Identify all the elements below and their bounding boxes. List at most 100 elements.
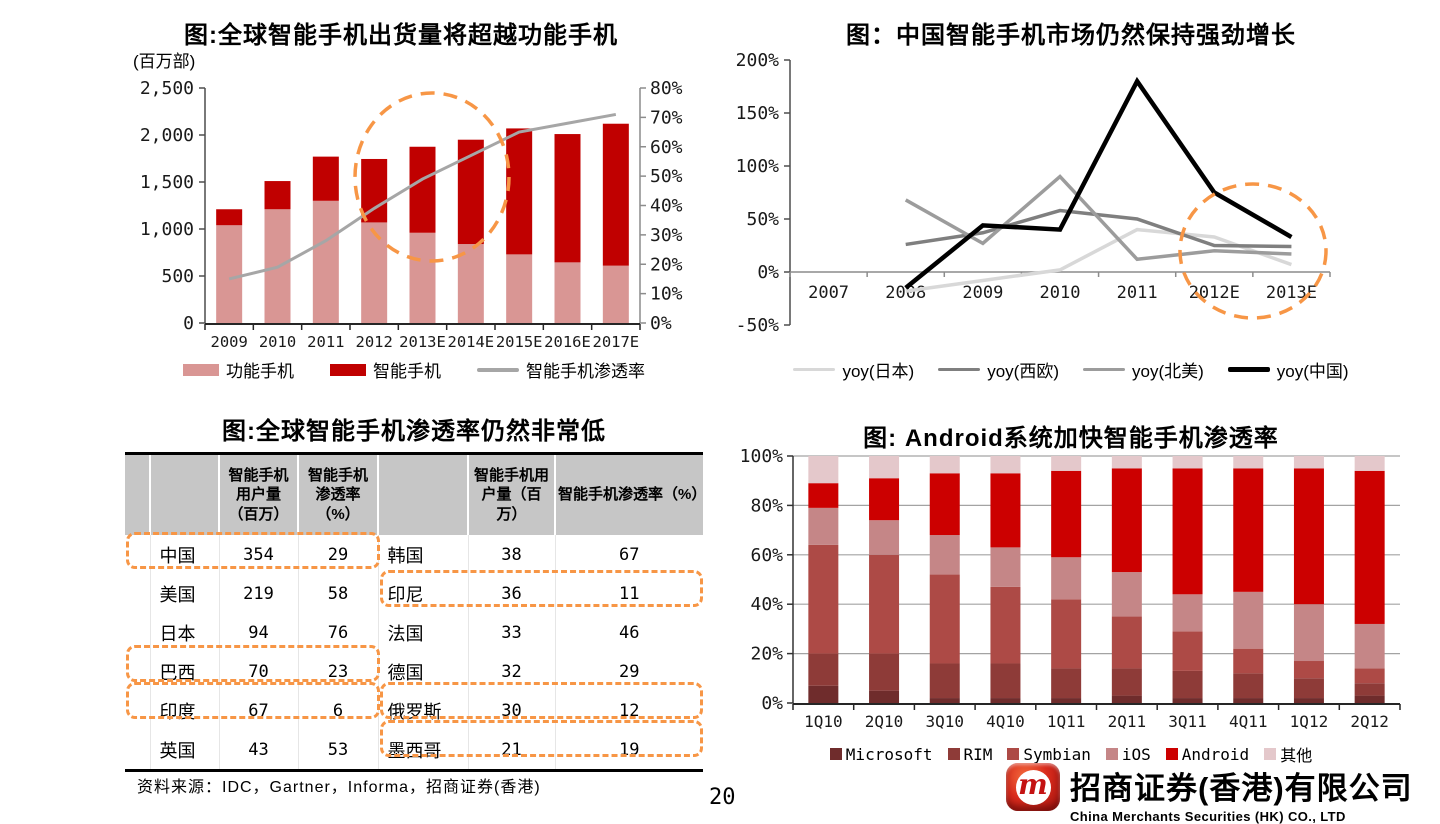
right-axis-label: 10% (650, 284, 683, 305)
bar-segment-microsoft (1233, 698, 1264, 703)
bar-segment-ios (990, 547, 1021, 587)
source-note: 资料来源：IDC，Gartner，Informa，招商证券(香港) (137, 779, 541, 796)
bar-segment- (808, 456, 839, 484)
bar-segment-android (1111, 468, 1142, 573)
axes-group: 200%150%100%50%0%-50%2007 2008 2009 2010 201… (736, 50, 1331, 336)
table-cell: 33 (467, 613, 555, 652)
x-axis-label: 2017E (592, 333, 639, 351)
bar-segment-microsoft (869, 690, 900, 703)
chart-legend: 功能手机 智能手机 智能手机渗透率 (125, 357, 703, 382)
left-axis-label: 1,500 (140, 172, 194, 193)
legend-item: Microsoft (829, 745, 933, 764)
bar-feature-phone (554, 262, 581, 323)
legend-label: yoy(西欧) (987, 362, 1059, 381)
bar-feature-phone (361, 222, 388, 323)
axes-group: 2,500 2,000 1,500 1,000 500 0 80% 70% 60% 50% 40% 3… (140, 78, 683, 351)
bar-smartphone (602, 123, 629, 266)
bar-segment- (1172, 456, 1203, 469)
x-axis-label: 3Q10 (925, 712, 964, 731)
table-cell: 俄罗斯 (377, 691, 468, 730)
table-cell: 36 (467, 574, 555, 613)
table-cell (125, 613, 150, 652)
bar-segment-symbian (808, 544, 839, 654)
cms-logo-badge-icon: m (1006, 763, 1060, 811)
bar-segment-microsoft (1172, 698, 1203, 703)
x-axis-label: 2016E (544, 333, 591, 351)
right-axis-label: 50% (650, 166, 683, 187)
chart-global-shipments: 图:全球智能手机出货量将超越功能手机 (百万部) 2,500 2,000 1,500… (125, 5, 703, 401)
legend-swatch-line (793, 367, 836, 372)
table-cell: 30 (467, 691, 555, 730)
table-cell: 印尼 (377, 574, 468, 613)
bar-segment-microsoft (929, 698, 960, 703)
bar-segment-rim (990, 663, 1021, 699)
bar-segment-ios (808, 507, 839, 545)
bar-segment-rim (929, 663, 960, 699)
table-cell: 46 (554, 613, 703, 652)
x-axis-label: 2015E (496, 333, 543, 351)
y-axis-label: 80% (750, 495, 783, 516)
y-axis-label: 60% (750, 545, 783, 566)
table-cell (125, 730, 150, 771)
bar-feature-phone (602, 265, 629, 323)
bar-feature-phone (506, 254, 533, 323)
x-axis-label: 1Q10 (804, 712, 843, 731)
y-axis-label: 200% (736, 50, 780, 71)
bar-segment-symbian (1172, 631, 1203, 671)
bar-segment-android (1051, 470, 1082, 558)
legend-item: 其他 (1264, 742, 1312, 766)
table-cell: 英国 (149, 730, 219, 771)
bar-segment- (869, 456, 900, 479)
bar-segment-symbian (1233, 648, 1264, 674)
x-axis-label: 2009 (962, 283, 1003, 303)
legend-swatch-line (938, 367, 981, 372)
highlight-circle (1178, 182, 1328, 320)
right-axis-label: 60% (650, 137, 683, 158)
table-cell: 墨西哥 (377, 730, 468, 771)
bar-smartphone (506, 128, 533, 255)
legend-swatch-sq (1165, 748, 1178, 760)
legend-item: 智能手机 (330, 357, 441, 382)
chart-legend: Microsoft RIM Symbian iOS Android 其他 (715, 742, 1427, 766)
table-global-penetration: 图:全球智能手机渗透率仍然非常低 智能手机用户量（百万） 智能手机渗透率（%） 智能… (125, 403, 706, 772)
chart-plot: 200%150%100%50%0%-50%2007 2008 2009 2010 201… (736, 50, 1331, 336)
cms-logo: m 招商证券(香港)有限公司 China Merchants Securitie… (1006, 763, 1413, 824)
bar-segment-microsoft (1354, 695, 1385, 703)
bar-segment-android (1172, 468, 1203, 595)
bar-feature-phone (216, 225, 243, 323)
legend-item: Android (1165, 745, 1249, 764)
legend-item: iOS (1105, 745, 1151, 764)
table-cell: 11 (554, 574, 703, 613)
legend-label: 其他 (1280, 746, 1313, 765)
bar-smartphone (312, 156, 339, 201)
table-cell: 巴西 (149, 652, 219, 691)
bar-segment-symbian (1111, 616, 1142, 669)
bar-segment-ios (1111, 572, 1142, 617)
chart-plot: 2,500 2,000 1,500 1,000 500 0 80% 70% 60% 50% 40% 3… (140, 78, 683, 351)
table-cell: 76 (297, 613, 378, 652)
y-axis-label: 50% (746, 209, 779, 230)
x-axis-label: 2012 (356, 333, 393, 351)
bar-segment- (1051, 456, 1082, 471)
bar-segment-rim (1111, 668, 1142, 696)
bar-segment-microsoft (1293, 698, 1324, 703)
bar-segment-symbian (1051, 599, 1082, 669)
legend-item: yoy(西欧) (938, 357, 1059, 382)
table-header-row: 智能手机用户量（百万） 智能手机渗透率（%） 智能手机用户量（百万） 智能手机渗透率（… (125, 453, 706, 535)
x-axis-label: 2007 (808, 283, 849, 303)
bar-segment-android (869, 478, 900, 521)
legend-swatch-sq (947, 748, 960, 760)
bar-segment-android (1354, 470, 1385, 624)
left-axis-label: 2,500 (140, 78, 194, 99)
chart-android-share: 图: Android系统加快智能手机渗透率 100% 80% 60% 40% 20% 0%… (715, 408, 1427, 780)
x-axis-label: 2011 (1117, 283, 1158, 303)
bar-smartphone (216, 209, 243, 226)
legend-label: RIM (963, 744, 993, 764)
bar-segment-rim (1293, 678, 1324, 699)
bar-segment- (1293, 456, 1324, 469)
bar-segment- (929, 456, 960, 474)
legend-swatch-sq (1105, 748, 1118, 760)
legend-swatch-sq (1007, 748, 1020, 760)
bar-segment-android (1233, 468, 1264, 592)
right-axis-label: 80% (650, 78, 683, 99)
